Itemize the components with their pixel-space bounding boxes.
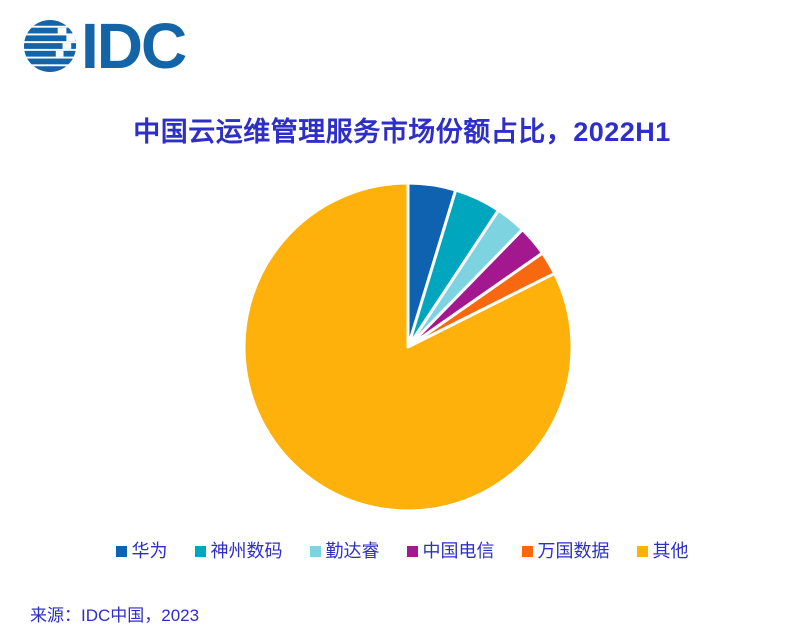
source-note: 来源：IDC中国，2023 — [30, 606, 200, 625]
legend-label: 万国数据 — [537, 541, 610, 561]
legend-item-2: 勤达睿 — [309, 541, 380, 561]
chart-title: 中国云运维管理服务市场份额占比，2022H1 — [133, 117, 671, 147]
legend-item-1: 神州数码 — [194, 541, 283, 561]
idc-globe-icon — [23, 19, 77, 73]
chart-legend: 华为 神州数码 勤达睿 中国电信 万国数据 其他 — [0, 541, 804, 561]
pie-slice-5 — [242, 181, 574, 513]
legend-swatch-icon — [309, 545, 321, 557]
legend-label: 华为 — [131, 541, 168, 561]
legend-item-4: 万国数据 — [521, 541, 610, 561]
legend-swatch-icon — [194, 545, 206, 557]
idc-logo: IDC — [23, 10, 187, 82]
idc-logo-text: IDC — [81, 10, 187, 82]
legend-swatch-icon — [521, 545, 533, 557]
legend-item-5: 其他 — [636, 541, 689, 561]
pie-chart-area — [238, 177, 578, 517]
legend-swatch-icon — [406, 545, 418, 557]
legend-item-3: 中国电信 — [406, 541, 495, 561]
pie-chart — [242, 181, 574, 513]
legend-label: 中国电信 — [422, 541, 495, 561]
legend-label: 神州数码 — [210, 541, 283, 561]
legend-swatch-icon — [115, 545, 127, 557]
legend-swatch-icon — [636, 545, 648, 557]
legend-item-0: 华为 — [115, 541, 168, 561]
legend-label: 勤达睿 — [325, 541, 380, 561]
legend-label: 其他 — [652, 541, 689, 561]
